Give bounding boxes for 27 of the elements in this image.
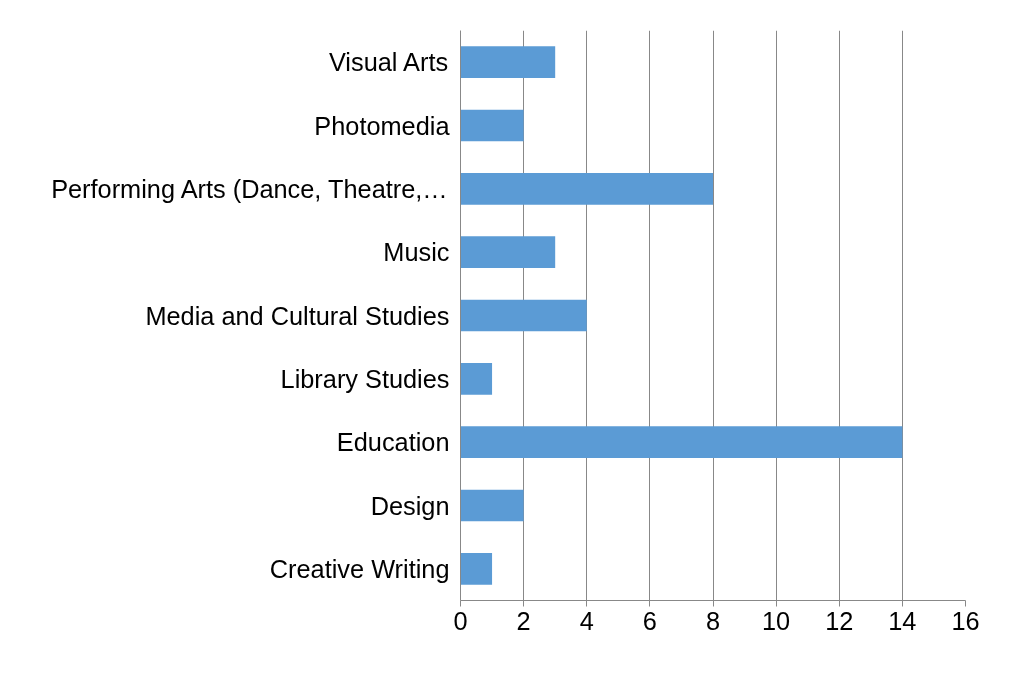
bar [460,426,903,458]
x-tick-label: 0 [453,606,468,635]
x-tick-label: 12 [825,606,854,635]
bar [460,299,587,332]
y-tick-label: Creative Writing [269,554,450,583]
y-tick-label: Music [383,238,450,267]
bar [460,489,524,522]
x-tick-label: 16 [951,606,980,635]
bar [460,363,493,395]
x-tick-label: 8 [705,606,721,635]
x-tick-label: 10 [762,606,791,635]
y-tick-label: Education [336,428,450,457]
y-tick-label: Photomedia [314,111,451,140]
bar [460,109,524,142]
y-tick-label: Design [370,491,450,520]
x-tick-label: 4 [579,606,594,635]
y-tick-label: Media and Cultural Studies [145,301,450,330]
x-tick-label: 2 [516,606,531,635]
x-tick-label: 14 [888,606,917,635]
bar [460,236,556,268]
y-tick-label: Library Studies [280,364,450,393]
x-tick-label: 6 [642,606,657,635]
y-tick-label: Performing Arts (Dance, Theatre,… [51,174,448,203]
bar [460,553,493,585]
bar [460,46,556,78]
bar [460,173,713,205]
y-tick-label: Visual Arts [328,48,449,77]
